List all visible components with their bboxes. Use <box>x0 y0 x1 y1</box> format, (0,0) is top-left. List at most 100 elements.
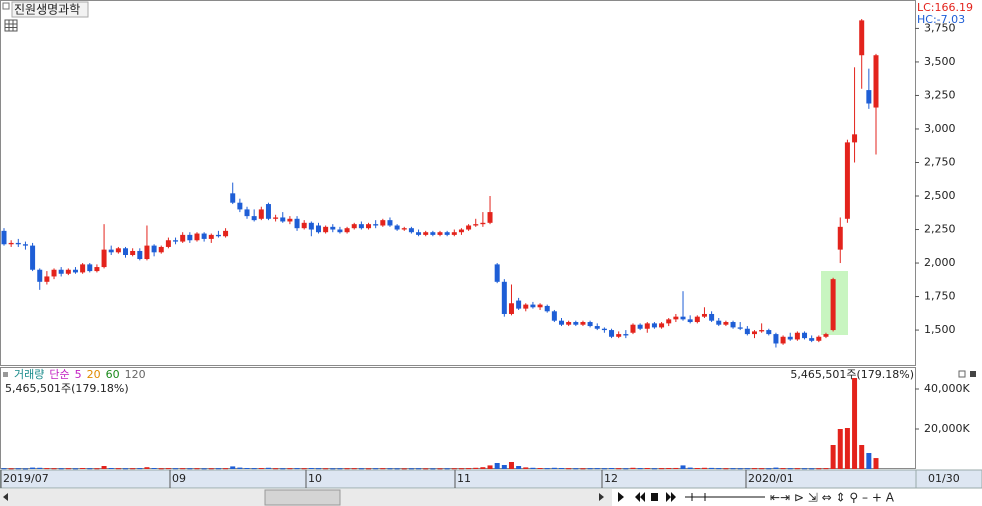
volume-bar <box>637 468 643 470</box>
candle-body <box>87 264 93 272</box>
volume-bar <box>187 468 193 470</box>
candle-body <box>273 217 279 219</box>
volume-bar <box>194 468 200 470</box>
x-tick-label: 12 <box>604 472 618 485</box>
volume-bar <box>644 468 650 469</box>
candle-body <box>659 323 665 328</box>
volume-bar <box>516 466 522 469</box>
volume-bar <box>280 468 286 470</box>
candle-body <box>866 90 872 104</box>
volume-bar <box>151 468 157 469</box>
candle-body <box>165 240 171 247</box>
volume-bar <box>130 468 136 470</box>
panel-button[interactable] <box>958 370 966 378</box>
candle-body <box>408 228 414 233</box>
table-icon[interactable] <box>4 19 18 32</box>
price-panel <box>0 0 916 366</box>
candle-body <box>687 319 693 323</box>
volume-bar <box>72 468 78 470</box>
volume-bar <box>737 468 743 470</box>
candle-body <box>430 232 436 235</box>
volume-bar <box>701 467 707 469</box>
candle-body <box>637 324 643 329</box>
candle-body <box>594 326 600 329</box>
candle-body <box>566 322 572 325</box>
volume-bar <box>351 468 357 470</box>
volume-bar <box>773 467 779 469</box>
volume-bar <box>165 468 171 470</box>
candle-body <box>830 279 836 331</box>
volume-bar <box>8 468 14 470</box>
legend-icon[interactable] <box>3 372 8 377</box>
volume-bar <box>687 467 693 469</box>
candle-body <box>58 269 64 274</box>
playback-controls[interactable] <box>618 492 676 502</box>
volume-bar <box>623 468 629 470</box>
volume-tick-label: 20,000K <box>924 422 970 435</box>
y-tick-label: 3,750 <box>924 21 956 34</box>
volume-bar <box>730 468 736 470</box>
y-tick-label: 2,250 <box>924 223 956 236</box>
volume-bar <box>587 468 593 470</box>
volume-bar <box>480 467 486 469</box>
volume-bar <box>580 468 586 470</box>
volume-bar <box>237 467 243 469</box>
candle-body <box>666 319 672 324</box>
y-tick-label: 2,500 <box>924 189 956 202</box>
zoom-slider[interactable] <box>685 493 765 501</box>
candle-body <box>115 248 121 253</box>
candle-body <box>644 323 650 329</box>
volume-bar <box>759 468 765 470</box>
volume-bar <box>337 468 343 470</box>
volume-bar <box>594 468 600 470</box>
volume-bar <box>301 468 307 470</box>
volume-bar <box>794 468 800 470</box>
volume-bar <box>537 468 543 469</box>
y-tick-label: 1,750 <box>924 290 956 303</box>
candle-body <box>630 324 636 333</box>
candle-body <box>15 242 21 245</box>
candle-body <box>108 249 114 253</box>
volume-bar <box>659 468 665 470</box>
volume-bar <box>144 467 150 469</box>
volume-bar <box>123 468 129 470</box>
volume-bar <box>530 467 536 469</box>
x-axis-strip <box>0 469 982 489</box>
candle-body <box>380 220 386 226</box>
candle-body <box>158 246 164 253</box>
y-tick-label: 2,750 <box>924 155 956 168</box>
tool-icons[interactable]: ⇤⇥ ⊳ ⇲ ⇔ ⇕ ⚲ – + A <box>770 491 895 505</box>
volume-panel <box>0 367 916 469</box>
scroll-left[interactable] <box>3 493 8 501</box>
candle-body <box>816 336 822 341</box>
scroll-thumb[interactable] <box>264 489 341 506</box>
volume-bar <box>716 468 722 470</box>
volume-bar <box>809 468 815 470</box>
volume-bar <box>408 468 414 470</box>
x-tick-label: 11 <box>457 472 471 485</box>
x-tick-label: 09 <box>172 472 186 485</box>
candle-body <box>173 240 179 242</box>
candle-body <box>744 328 750 335</box>
volume-bar <box>265 467 271 469</box>
menu-icon[interactable] <box>2 2 10 10</box>
volume-bar <box>101 466 107 469</box>
candle-body <box>480 222 486 225</box>
y-tick-label: 1,500 <box>924 323 956 336</box>
candle-body <box>215 234 221 237</box>
volume-bar <box>816 468 822 470</box>
candle-body <box>22 244 28 246</box>
volume-plot: 20,000K 40,000K <box>1 378 970 470</box>
volume-bar <box>844 428 850 469</box>
y-tick-label: 3,500 <box>924 55 956 68</box>
volume-bar <box>437 468 443 470</box>
volume-bar <box>287 468 293 470</box>
legend-item: 60 <box>106 368 120 381</box>
legend-item: 거래량 <box>14 368 44 381</box>
scroll-right[interactable] <box>599 493 604 501</box>
volume-bar <box>458 468 464 470</box>
candle-body <box>237 202 243 210</box>
panel-button[interactable] <box>970 371 976 377</box>
candle-body <box>794 332 800 340</box>
candle-body <box>730 322 736 328</box>
